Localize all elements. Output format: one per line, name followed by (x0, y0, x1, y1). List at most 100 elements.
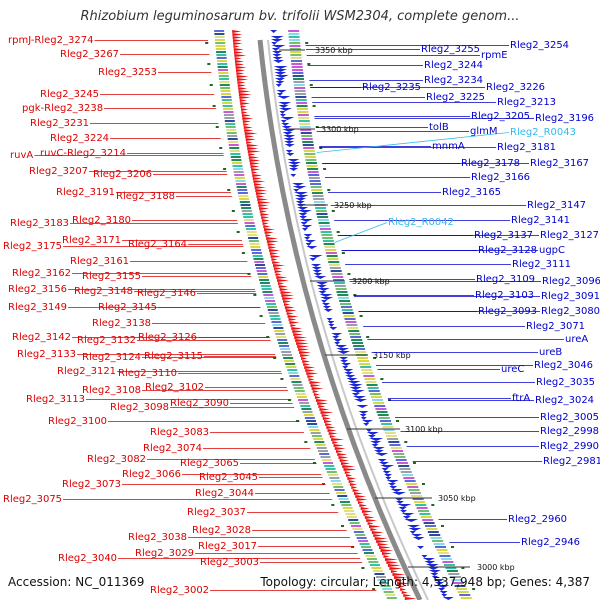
gene-label-right[interactable]: rpmE (481, 50, 508, 61)
gene-label-left[interactable]: Rleg2_3002 (150, 585, 209, 596)
gene-label-right[interactable]: Rleg2_3141 (511, 215, 570, 226)
gene-label-right[interactable]: mnmA (432, 141, 465, 152)
gene-label-left[interactable]: Rleg2_3017 (198, 541, 257, 552)
gene-label-right[interactable]: Rleg2_3225 (426, 92, 485, 103)
gene-label-right[interactable]: Rleg2_3196 (535, 113, 594, 124)
gene-label-left[interactable]: Rleg2_3183 (10, 218, 69, 229)
gene-label-right[interactable]: Rleg2_2981 (543, 456, 600, 467)
gene-label-left[interactable]: ruvA (10, 150, 33, 161)
gene-label-left[interactable]: Rleg2_3115 (144, 351, 203, 362)
gene-label-left[interactable]: Rleg2_3066 (122, 469, 181, 480)
gene-label-left[interactable]: Rleg2_3188 (116, 191, 175, 202)
gene-label-right[interactable]: Rleg2_3080 (541, 306, 600, 317)
gene-label-right[interactable]: Rleg2_3254 (510, 40, 569, 51)
gene-label-right[interactable]: Rleg2_3093 (478, 306, 537, 317)
gene-label-right[interactable]: Rleg2_3091 (541, 291, 600, 302)
gene-label-right[interactable]: Rleg2_2990 (540, 441, 599, 452)
gene-label-left[interactable]: ruvC-Rleg2_3214 (40, 148, 126, 159)
gene-label-right[interactable]: Rleg2_3137 (474, 230, 533, 241)
gene-label-left[interactable]: Rleg2_3142 (12, 332, 71, 343)
rna-label[interactable]: Rleg2_R0042 (388, 217, 454, 228)
gene-label-right[interactable]: Rleg2_3205 (471, 111, 530, 122)
gene-label-left[interactable]: Rleg2_3102 (145, 382, 204, 393)
gene-label-left[interactable]: Rleg2_3100 (48, 416, 107, 427)
gene-label-right[interactable]: ureB (539, 347, 562, 358)
gene-label-right[interactable]: tolB (429, 122, 449, 133)
gene-label-right[interactable]: Rleg2_3213 (497, 97, 556, 108)
gene-label-left[interactable]: Rleg2_3083 (150, 427, 209, 438)
gene-label-left[interactable]: Rleg2_3121 (57, 366, 116, 377)
gene-label-left[interactable]: Rleg2_3113 (26, 394, 85, 405)
gene-label-left[interactable]: Rleg2_3098 (110, 402, 169, 413)
gene-label-right[interactable]: Rleg2_3226 (486, 82, 545, 93)
gene-label-left[interactable]: Rleg2_3133 (17, 349, 76, 360)
gene-label-right[interactable]: glmM (470, 126, 498, 137)
gene-label-right[interactable]: Rleg2_3165 (442, 187, 501, 198)
gene-label-left[interactable]: Rleg2_3207 (29, 166, 88, 177)
gene-label-right[interactable]: Rleg2_3035 (536, 377, 595, 388)
gene-label-right[interactable]: Rleg2_3167 (530, 158, 589, 169)
gene-label-right[interactable]: Rleg2_3181 (497, 142, 556, 153)
gene-label-left[interactable]: Rleg2_3110 (118, 368, 177, 379)
gene-label-left[interactable]: Rleg2_3132 (77, 335, 136, 346)
gene-label-left[interactable]: Rleg2_3175 (3, 241, 62, 252)
gene-label-left[interactable]: rpmJ-Rleg2_3274 (8, 35, 93, 46)
gene-label-right[interactable]: Rleg2_3071 (526, 321, 585, 332)
gene-label-left[interactable]: Rleg2_3038 (128, 532, 187, 543)
gene-label-left[interactable]: Rleg2_3090 (170, 398, 229, 409)
gene-label-left[interactable]: Rleg2_3074 (143, 443, 202, 454)
gene-label-right[interactable]: Rleg2_3147 (527, 200, 586, 211)
gene-label-right[interactable]: Rleg2_3096 (542, 276, 600, 287)
gene-label-left[interactable]: Rleg2_3082 (87, 454, 146, 465)
gene-label-right[interactable]: ureA (565, 334, 588, 345)
rna-label[interactable]: Rleg2_R0043 (510, 127, 576, 138)
gene-label-left[interactable]: Rleg2_3124 (82, 352, 141, 363)
gene-label-left[interactable]: Rleg2_3171 (62, 235, 121, 246)
gene-label-left[interactable]: Rleg2_3149 (8, 302, 67, 313)
gene-label-right[interactable]: Rleg2_3166 (471, 172, 530, 183)
gene-label-right[interactable]: Rleg2_3103 (475, 290, 534, 301)
gene-label-left[interactable]: Rleg2_3162 (12, 268, 71, 279)
gene-label-left[interactable]: Rleg2_3073 (62, 479, 121, 490)
gene-label-left[interactable]: Rleg2_3231 (30, 118, 89, 129)
gene-label-left[interactable]: Rleg2_3003 (200, 557, 259, 568)
gene-label-right[interactable]: Rleg2_2998 (540, 426, 599, 437)
gene-label-right[interactable]: Rleg2_3005 (540, 412, 599, 423)
gene-label-left[interactable]: Rleg2_3037 (187, 507, 246, 518)
gene-label-left[interactable]: Rleg2_3145 (98, 302, 157, 313)
gene-label-left[interactable]: Rleg2_3148 (74, 286, 133, 297)
gene-label-left[interactable]: pgk-Rleg2_3238 (22, 103, 103, 114)
gene-label-right[interactable]: Rleg2_3244 (424, 60, 483, 71)
gene-label-left[interactable]: Rleg2_3108 (82, 385, 141, 396)
gene-label-left[interactable]: Rleg2_3029 (135, 548, 194, 559)
gene-label-right[interactable]: Rleg2_3046 (534, 360, 593, 371)
gene-label-left[interactable]: Rleg2_3267 (60, 49, 119, 60)
gene-label-left[interactable]: Rleg2_3161 (70, 256, 129, 267)
gene-label-left[interactable]: Rleg2_3138 (92, 318, 151, 329)
gene-label-right[interactable]: ugpC (539, 245, 565, 256)
gene-label-left[interactable]: Rleg2_3040 (58, 553, 117, 564)
gene-label-right[interactable]: Rleg2_3109 (476, 274, 535, 285)
gene-label-left[interactable]: Rleg2_3044 (195, 488, 254, 499)
gene-label-right[interactable]: Rleg2_3128 (478, 245, 537, 256)
gene-label-left[interactable]: Rleg2_3253 (98, 67, 157, 78)
gene-label-left[interactable]: Rleg2_3164 (128, 239, 187, 250)
gene-label-left[interactable]: Rleg2_3075 (3, 494, 62, 505)
gene-label-left[interactable]: Rleg2_3045 (199, 472, 258, 483)
gene-label-right[interactable]: Rleg2_3255 (421, 44, 480, 55)
gene-label-right[interactable]: Rleg2_3024 (535, 395, 594, 406)
gene-label-left[interactable]: Rleg2_3155 (82, 271, 141, 282)
gene-label-right[interactable]: Rleg2_3234 (424, 75, 483, 86)
gene-label-left[interactable]: Rleg2_3224 (50, 133, 109, 144)
gene-label-left[interactable]: Rleg2_3065 (180, 458, 239, 469)
gene-label-right[interactable]: Rleg2_3235 (362, 82, 421, 93)
gene-label-right[interactable]: Rleg2_2946 (521, 537, 580, 548)
gene-label-left[interactable]: Rleg2_3126 (138, 332, 197, 343)
gene-label-right[interactable]: Rleg2_3111 (512, 259, 571, 270)
gene-label-left[interactable]: Rleg2_3028 (192, 525, 251, 536)
gene-label-right[interactable]: Rleg2_3127 (540, 230, 599, 241)
gene-label-left[interactable]: Rleg2_3146 (137, 288, 196, 299)
gene-label-left[interactable]: Rleg2_3245 (40, 89, 99, 100)
gene-label-right[interactable]: Rleg2_2960 (508, 514, 567, 525)
gene-label-right[interactable]: Rleg2_3178 (461, 158, 520, 169)
